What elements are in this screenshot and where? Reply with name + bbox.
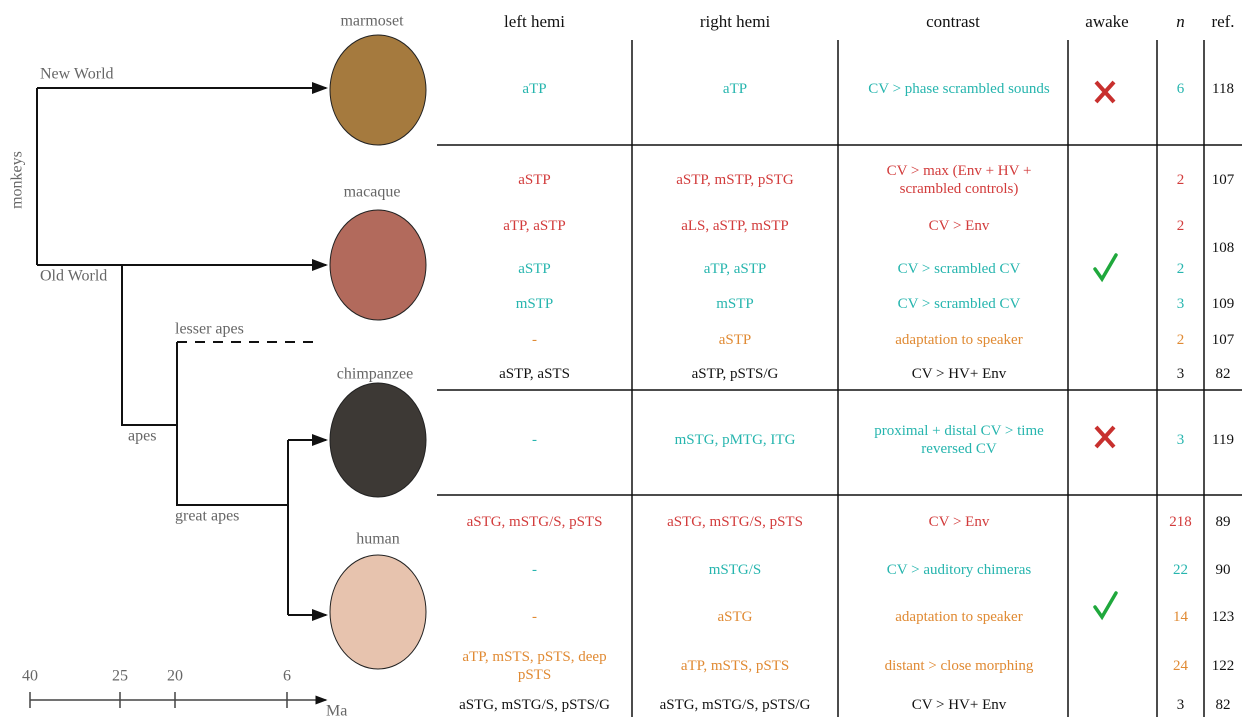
- cell-left: -: [532, 609, 537, 625]
- cell-contrast: CV > scrambled CV: [897, 261, 1021, 277]
- cell-contrast: distant > close morphing: [884, 658, 1034, 674]
- cell-n: 2: [1176, 172, 1185, 188]
- cell-right: aSTP, pSTS/G: [691, 366, 779, 382]
- cell-left: aSTG, mSTG/S, pSTS/G: [459, 697, 610, 713]
- cell-ref: 107: [1211, 172, 1235, 188]
- cell-contrast: CV > Env: [928, 514, 990, 530]
- cell-contrast: adaptation to speaker: [895, 609, 1023, 625]
- macaque-photo: [329, 209, 427, 321]
- clade-label: lesser apes: [175, 321, 244, 338]
- cell-left: mSTP: [515, 296, 554, 312]
- cell-left: -: [532, 332, 537, 348]
- cell-contrast: adaptation to speaker: [895, 332, 1023, 348]
- cell-n: 3: [1176, 296, 1185, 312]
- column-header: ref.: [1211, 12, 1235, 31]
- cell-right: mSTG/S: [708, 562, 762, 578]
- awake-check: [1093, 591, 1118, 621]
- axis-tick-label: 20: [167, 668, 183, 685]
- clade-label: monkeys: [9, 151, 26, 209]
- cell-contrast: CV > auditory chimeras: [886, 562, 1032, 578]
- cell-contrast: CV > scrambled CV: [897, 296, 1021, 312]
- cell-ref: 89: [1215, 514, 1231, 530]
- axis-tick-label: 6: [283, 668, 291, 685]
- column-header: contrast: [926, 12, 980, 31]
- cell-n: 3: [1176, 366, 1185, 382]
- cell-ref: 82: [1215, 366, 1231, 382]
- cell-right: mSTP: [716, 296, 754, 312]
- cell-right: aSTP, mSTP, pSTG: [676, 172, 794, 188]
- cell-contrast: CV > Env: [928, 218, 990, 234]
- column-header: right hemi: [699, 12, 771, 31]
- cell-left: aSTG, mSTG/S, pSTS: [466, 514, 603, 530]
- marmoset-photo: [329, 34, 427, 146]
- cell-ref: 122: [1211, 658, 1235, 674]
- cell-right: aSTP: [718, 332, 752, 348]
- clade-label: great apes: [175, 508, 239, 525]
- cell-n: 2: [1176, 332, 1185, 348]
- cell-left: -: [532, 562, 537, 578]
- species-label: macaque: [344, 184, 401, 201]
- cell-right: aTP, mSTS, pSTS: [680, 658, 790, 674]
- cell-right: aSTG, mSTG/S, pSTS: [667, 514, 803, 530]
- cell-left: aSTP: [518, 261, 551, 277]
- cell-contrast: CV > HV+ Env: [911, 697, 1007, 713]
- cell-contrast: CV > max (Env + HV + scrambled controls): [886, 163, 1032, 197]
- column-header: awake: [1085, 12, 1129, 31]
- cell-ref: 118: [1212, 81, 1234, 97]
- cell-right: mSTG, pMTG, ITG: [674, 432, 796, 448]
- cell-contrast: proximal + distal CV > time reversed CV: [874, 423, 1044, 457]
- cell-left: aTP: [522, 81, 547, 97]
- cell-right: aTP, aSTP: [703, 261, 767, 277]
- awake-cross: [1094, 80, 1116, 104]
- species-label: chimpanzee: [337, 366, 413, 383]
- cell-ref: 90: [1215, 562, 1231, 578]
- axis-tick-label: 40: [22, 668, 38, 685]
- cell-ref: 123: [1211, 609, 1235, 625]
- cell-ref: 109: [1211, 296, 1235, 312]
- awake-check: [1093, 253, 1118, 283]
- cell-contrast: CV > phase scrambled sounds: [868, 81, 1050, 97]
- species-label: marmoset: [340, 13, 404, 30]
- cell-n: 3: [1176, 432, 1185, 448]
- clade-label: Old World: [40, 268, 107, 285]
- clade-label: apes: [128, 428, 156, 445]
- cell-right: aTP: [722, 81, 748, 97]
- cell-left: -: [532, 432, 537, 448]
- cell-right: aSTG: [717, 609, 753, 625]
- cell-n: 2: [1176, 261, 1185, 277]
- cell-left: aSTP: [518, 172, 551, 188]
- cell-left: aTP, aSTP: [503, 218, 566, 234]
- cell-n: 24: [1173, 658, 1188, 674]
- cell-ref: 119: [1212, 432, 1234, 448]
- cell-n: 22: [1173, 562, 1188, 578]
- cell-right: aLS, aSTP, mSTP: [681, 218, 789, 234]
- column-header: n: [1176, 12, 1185, 31]
- cell-n: 3: [1176, 697, 1185, 713]
- cell-ref: 82: [1215, 697, 1231, 713]
- clade-label: New World: [40, 66, 114, 83]
- chimpanzee-photo: [329, 382, 427, 498]
- cell-n: 218: [1169, 514, 1192, 530]
- species-label: human: [356, 531, 400, 548]
- cell-left: aSTP, aSTS: [499, 366, 570, 382]
- cell-contrast: CV > HV+ Env: [911, 366, 1007, 382]
- cell-right: aSTG, mSTG/S, pSTS/G: [659, 697, 811, 713]
- awake-cross: [1094, 425, 1116, 449]
- cell-ref: 107: [1211, 332, 1235, 348]
- cell-n: 6: [1176, 81, 1185, 97]
- cell-n: 14: [1173, 609, 1188, 625]
- branches: [30, 82, 328, 705]
- axis-tick-label: 25: [112, 668, 128, 685]
- cell-n: 2: [1176, 218, 1185, 234]
- cell-left: aTP, mSTS, pSTS, deep pSTS: [462, 649, 607, 683]
- human-photo: [329, 554, 427, 670]
- axis-unit: Ma: [326, 703, 347, 717]
- cell-ref: 108: [1211, 239, 1235, 256]
- column-header: left hemi: [504, 12, 565, 31]
